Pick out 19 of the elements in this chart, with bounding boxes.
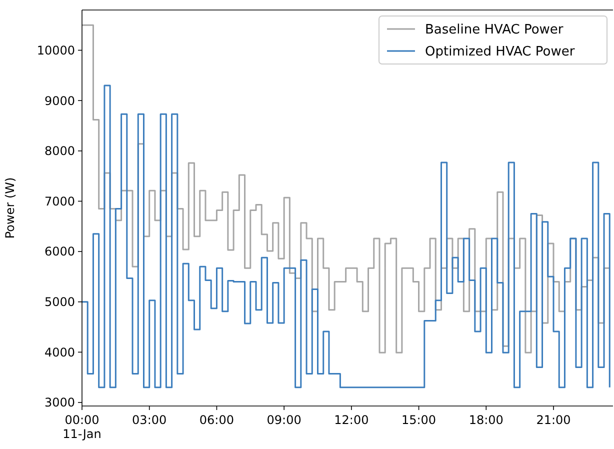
y-tick-label: 5000 (44, 295, 75, 310)
x-tick-label: 21:00 (536, 413, 571, 427)
x-tick-label: 12:00 (334, 413, 369, 427)
x-tick-label: 00:00 11-Jan (62, 413, 102, 441)
y-tick-label: 9000 (44, 94, 75, 108)
y-tick-label: 8000 (44, 144, 75, 158)
legend-label: Baseline HVAC Power (425, 22, 564, 38)
legend-label: Optimized HVAC Power (425, 44, 576, 60)
x-tick-label: 18:00 (468, 413, 504, 427)
y-tick-label: 10000 (36, 43, 75, 58)
y-tick-label: 4000 (44, 345, 75, 360)
x-tick-label: 03:00 (132, 413, 167, 427)
y-axis-title: Power (W) (3, 177, 17, 239)
x-tick-label: 15:00 (401, 413, 436, 427)
y-tick-label: 7000 (44, 194, 75, 208)
y-tick-label: 6000 (44, 244, 75, 259)
x-tick-label: 06:00 (199, 413, 234, 427)
x-tick-label: 09:00 (266, 413, 302, 427)
y-tick-label: 3000 (44, 396, 75, 410)
